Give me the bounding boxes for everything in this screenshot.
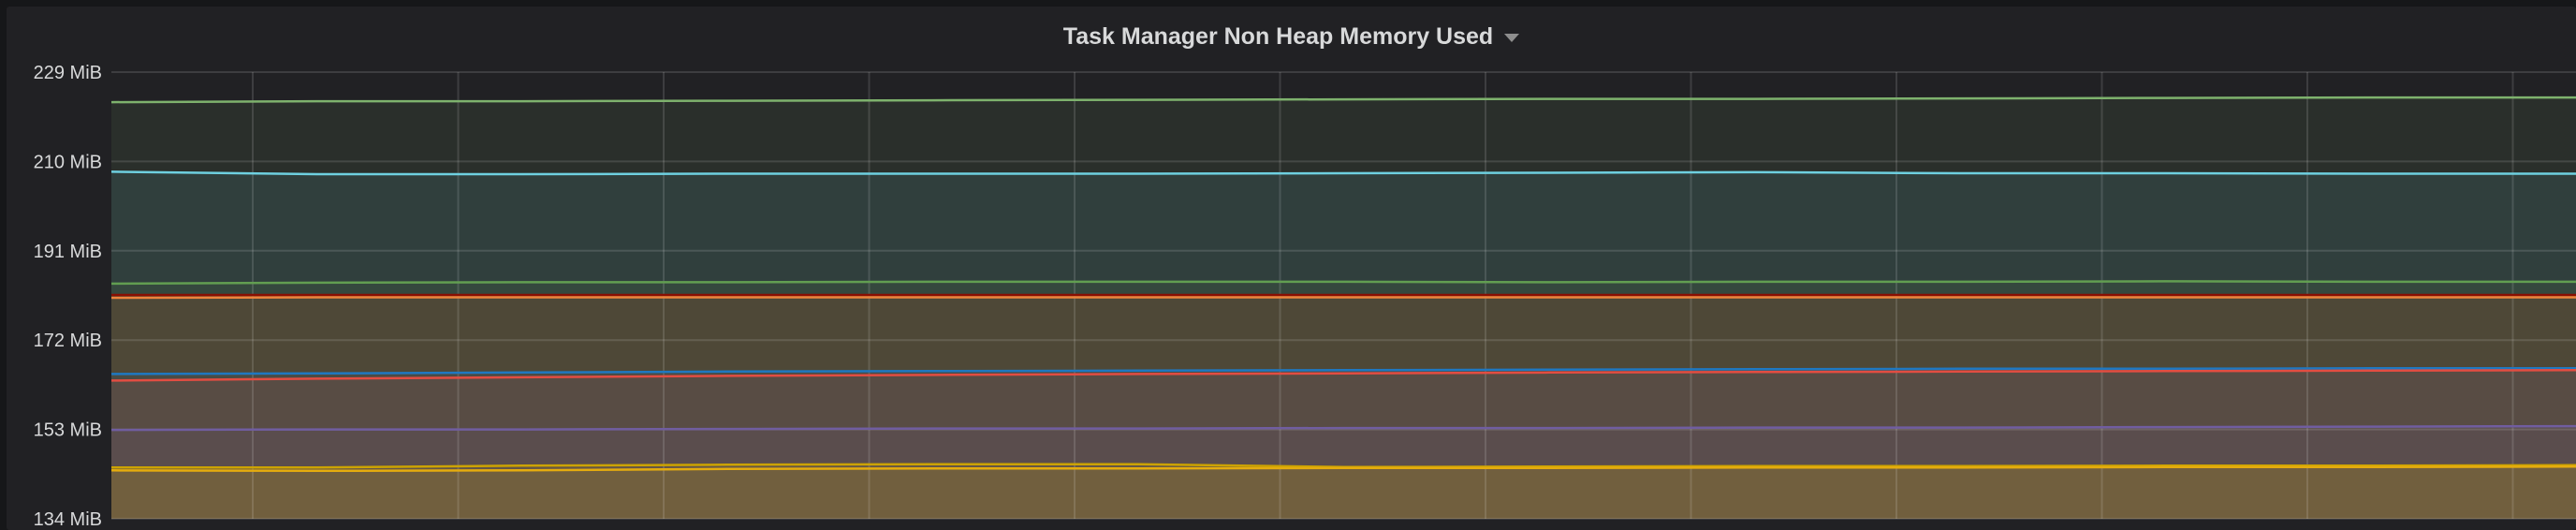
series-area-1: [111, 171, 2576, 519]
series-line-7: [110, 424, 2576, 432]
series-line-6: [110, 369, 2576, 382]
series-line-1: [110, 170, 2576, 176]
y-tick-label: 191 MiB: [34, 242, 102, 262]
series-area-5: [111, 368, 2576, 519]
y-tick-label: 229 MiB: [34, 63, 102, 83]
y-tick-label: 210 MiB: [34, 152, 102, 172]
y-tick-label: 172 MiB: [34, 331, 102, 351]
series-line-4: [110, 296, 2576, 300]
y-tick-label: 134 MiB: [34, 509, 102, 530]
series-line-2: [110, 280, 2576, 286]
series-area-6: [111, 370, 2576, 519]
series-line-9: [110, 465, 2576, 473]
series-area-4: [111, 297, 2576, 519]
series-area-7: [111, 426, 2576, 519]
caret-down-icon[interactable]: [1504, 33, 1520, 42]
panel-title[interactable]: Task Manager Non Heap Memory Used: [7, 23, 2576, 51]
y-tick-label: 153 MiB: [34, 420, 102, 441]
series-line-5: [110, 367, 2576, 375]
series-area-2: [111, 281, 2576, 519]
series-area-8: [111, 464, 2576, 519]
graph-panel: Task Manager Non Heap Memory Used: [7, 7, 2576, 530]
panel-title-text: Task Manager Non Heap Memory Used: [1062, 23, 1494, 50]
series-line-0: [110, 96, 2576, 104]
series-area-9: [111, 466, 2576, 519]
series-area-3: [111, 295, 2576, 519]
series-area-0: [111, 97, 2576, 519]
